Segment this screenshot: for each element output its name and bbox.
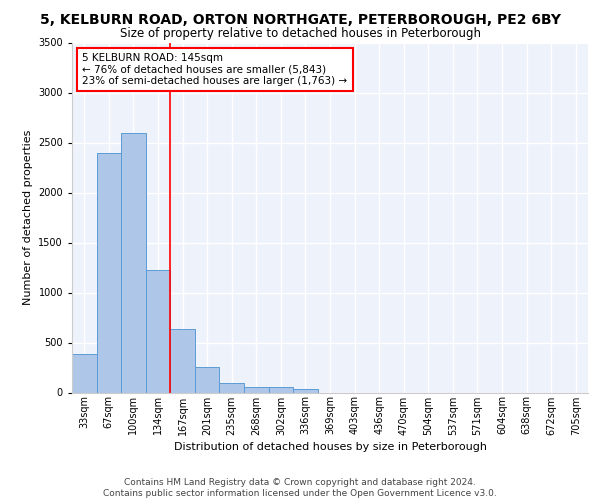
Bar (72, 354, 97, 393)
Text: 5 KELBURN ROAD: 145sqm
← 76% of detached houses are smaller (5,843)
23% of semi-: 5 KELBURN ROAD: 145sqm ← 76% of detached… (82, 53, 347, 86)
Bar (244, 386, 269, 392)
Bar (269, 387, 293, 392)
Bar (195, 367, 220, 392)
Bar (170, 328, 195, 392)
Bar (97, 152, 121, 392)
Bar (121, 132, 146, 392)
Y-axis label: Number of detached properties: Number of detached properties (23, 130, 32, 305)
Bar (293, 388, 318, 392)
X-axis label: Distribution of detached houses by size in Peterborough: Distribution of detached houses by size … (173, 442, 487, 452)
Text: Size of property relative to detached houses in Peterborough: Size of property relative to detached ho… (119, 28, 481, 40)
Bar (220, 383, 244, 392)
Text: Contains HM Land Registry data © Crown copyright and database right 2024.
Contai: Contains HM Land Registry data © Crown c… (103, 478, 497, 498)
Bar (146, 270, 170, 392)
Text: 5, KELBURN ROAD, ORTON NORTHGATE, PETERBOROUGH, PE2 6BY: 5, KELBURN ROAD, ORTON NORTHGATE, PETERB… (40, 12, 560, 26)
